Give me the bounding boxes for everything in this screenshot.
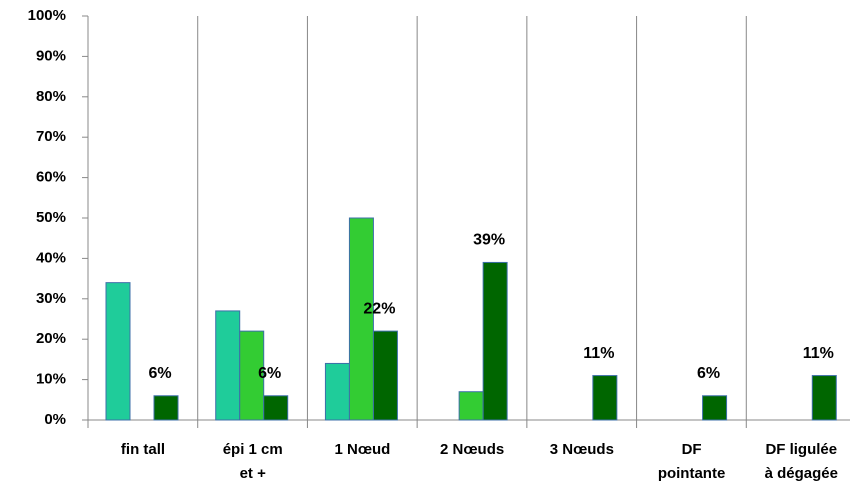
y-tick-label: 10%	[36, 371, 66, 388]
bar	[153, 395, 179, 421]
x-tick-label: DF pointante	[657, 441, 726, 482]
y-tick-label: 40%	[36, 249, 66, 266]
data-label: 6%	[148, 365, 171, 382]
x-tick-label: fin tall	[120, 441, 166, 458]
bar	[811, 375, 837, 421]
y-tick-label: 0%	[44, 411, 66, 428]
bar	[348, 217, 374, 421]
y-tick-label: 100%	[28, 7, 66, 24]
x-tick-label: 1 Nœud	[334, 441, 391, 458]
bar	[372, 330, 398, 421]
data-label: 22%	[363, 300, 395, 317]
y-tick-label: 80%	[36, 88, 66, 105]
x-tick-label: DF ligulée à dégagée	[764, 441, 838, 482]
bar	[482, 261, 508, 421]
y-tick-label: 20%	[36, 330, 66, 347]
y-tick-label: 30%	[36, 290, 66, 307]
y-tick-label: 70%	[36, 128, 66, 145]
bar	[239, 330, 265, 421]
data-label: 11%	[803, 345, 834, 362]
data-label: 11%	[583, 345, 614, 362]
data-label: 6%	[697, 365, 720, 382]
bar	[324, 362, 350, 421]
x-tick-label: 2 Nœuds	[440, 441, 505, 458]
y-tick-label: 50%	[36, 209, 66, 226]
bar	[263, 395, 289, 421]
x-tick-label: 3 Nœuds	[549, 441, 614, 458]
x-tick-label: épi 1 cm et +	[222, 441, 283, 482]
y-tick-label: 60%	[36, 169, 66, 186]
bar	[458, 391, 484, 421]
data-label: 39%	[473, 232, 505, 249]
data-label: 6%	[258, 365, 281, 382]
y-tick-label: 90%	[36, 47, 66, 64]
bar	[105, 282, 131, 421]
bar	[702, 395, 728, 421]
bar	[215, 310, 241, 421]
bar	[592, 375, 618, 421]
